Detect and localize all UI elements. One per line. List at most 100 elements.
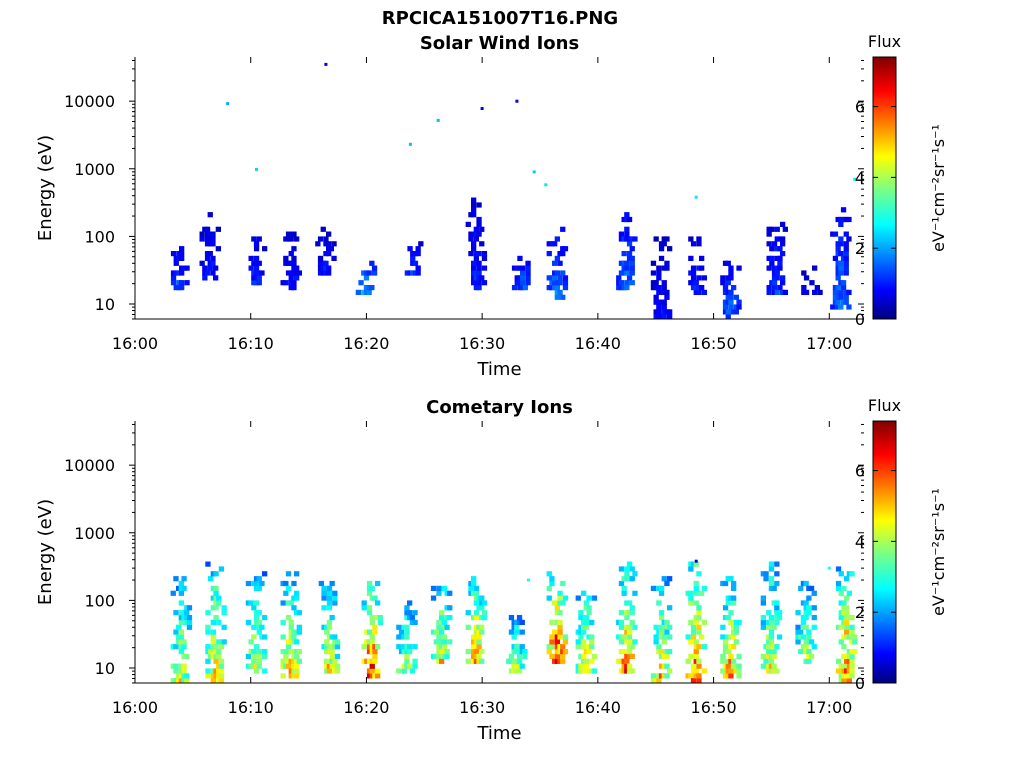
- spectrogram-cell: [774, 265, 780, 271]
- spectrogram-cell: [514, 265, 520, 271]
- spectrogram-cell: [771, 585, 777, 591]
- spectrogram-cell: [546, 275, 552, 281]
- spectrogram-cell: [690, 265, 697, 271]
- spectrogram-cell: [375, 644, 381, 650]
- spectrogram-cell: [329, 663, 335, 669]
- spectrogram-cell: [688, 595, 694, 601]
- spectrogram-cell: [832, 255, 839, 261]
- spectrogram-cell: [294, 275, 300, 281]
- spectrogram-cell: [213, 673, 219, 679]
- spectrogram-cell: [207, 260, 213, 266]
- x-tick-label: 17:00: [806, 334, 852, 353]
- spectrogram-cells: [170, 62, 857, 320]
- y-axis-label: Energy (eV): [35, 135, 56, 241]
- y-tick-label: 10000: [64, 456, 115, 475]
- spectrogram-cell: [202, 270, 208, 276]
- x-tick-label: 16:30: [459, 698, 505, 717]
- spectrogram-outlier: [532, 170, 536, 174]
- spectrogram-cell: [546, 649, 552, 655]
- spectrogram-cell: [176, 251, 182, 257]
- spectrogram-cell: [525, 270, 531, 276]
- spectrogram-cell: [213, 590, 219, 596]
- spectrogram-cell: [441, 644, 447, 650]
- figure-title: RPCICA151007T16.PNG: [381, 8, 619, 29]
- spectrogram-cell: [221, 605, 227, 611]
- spectrogram-cell: [664, 236, 670, 242]
- spectrogram-cell: [280, 658, 286, 664]
- spectrogram-cell: [294, 658, 300, 664]
- spectrogram-cell: [210, 678, 216, 684]
- spectrogram-cell: [685, 658, 691, 664]
- spectrogram-cell: [184, 653, 190, 659]
- spectrogram-cell: [771, 270, 778, 276]
- spectrogram-cell: [412, 644, 418, 650]
- spectrogram-cell: [468, 231, 474, 237]
- spectrogram-cell: [323, 251, 329, 257]
- spectrogram-cell: [215, 226, 221, 232]
- spectrogram-cell: [693, 561, 699, 567]
- spectrogram-cell: [546, 285, 552, 291]
- spectrogram-cell: [696, 605, 702, 611]
- spectrogram-cell: [407, 270, 413, 276]
- spectrogram-cell: [179, 285, 185, 291]
- spectrogram-cell: [774, 610, 780, 616]
- spectrogram-cell: [465, 221, 471, 227]
- spectrogram-cell: [653, 624, 659, 630]
- spectrogram-cell: [835, 241, 841, 247]
- spectrogram-cell: [844, 595, 850, 601]
- spectrogram-cell: [326, 634, 333, 640]
- x-tick-label: 16:50: [691, 698, 737, 717]
- spectrogram-cell: [256, 260, 262, 266]
- spectrogram-cell: [253, 246, 260, 252]
- spectrogram-cell: [798, 634, 804, 640]
- spectrogram-cell: [363, 289, 370, 295]
- spectrogram-cell: [618, 649, 625, 655]
- spectrogram-cell: [444, 653, 450, 659]
- spectrogram-cell: [481, 280, 488, 286]
- spectrogram-cell: [176, 673, 182, 679]
- spectrogram-cell: [658, 255, 665, 261]
- spectrogram-cell: [838, 260, 844, 266]
- spectrogram-cell: [205, 649, 211, 655]
- spectrogram-cell: [473, 653, 479, 659]
- spectrogram-cell: [771, 624, 777, 630]
- spectrogram-cell: [578, 629, 584, 635]
- spectrogram-cell: [514, 619, 520, 625]
- colorbar-tick-label: 0: [855, 674, 865, 693]
- spectrogram-cell: [549, 634, 555, 640]
- y-tick-label: 100: [84, 227, 115, 246]
- spectrogram-cell: [184, 615, 190, 621]
- spectrogram-cell: [401, 634, 407, 640]
- spectrogram-cell: [554, 653, 560, 659]
- spectrogram-cell: [207, 241, 213, 247]
- spectrogram-cell: [285, 649, 292, 655]
- spectrogram-cell: [661, 236, 667, 242]
- spectrogram-cell: [210, 639, 216, 645]
- spectrogram-cell: [253, 255, 260, 261]
- spectrogram-cell: [364, 658, 370, 664]
- spectrogram-cell: [552, 260, 558, 266]
- spectrogram-cell: [838, 294, 844, 300]
- spectrogram-cell: [173, 668, 179, 674]
- spectrogram-cell: [283, 236, 289, 242]
- spectrogram-cell: [210, 270, 216, 276]
- spectrogram-cell: [317, 270, 324, 276]
- spectrogram-cell: [795, 624, 801, 630]
- spectrogram-cell: [667, 668, 673, 674]
- spectrogram-cell: [476, 658, 482, 664]
- spectrogram-cell: [664, 649, 670, 655]
- spectrogram-cell: [736, 265, 742, 271]
- spectrogram-cell: [774, 236, 780, 242]
- spectrogram-cell: [294, 629, 300, 635]
- spectrogram-cell: [326, 658, 333, 664]
- spectrogram-cell: [554, 619, 560, 625]
- spectrogram-cell: [436, 619, 442, 625]
- spectrogram-cell: [213, 615, 219, 621]
- spectrogram-cell: [774, 580, 780, 587]
- spectrogram-cell: [436, 634, 442, 640]
- spectrogram-cell: [329, 653, 335, 659]
- spectrogram-cell: [838, 289, 844, 295]
- spectrogram-cell: [768, 566, 775, 572]
- spectrogram-cell: [798, 585, 804, 591]
- spectrogram-cell: [849, 629, 855, 635]
